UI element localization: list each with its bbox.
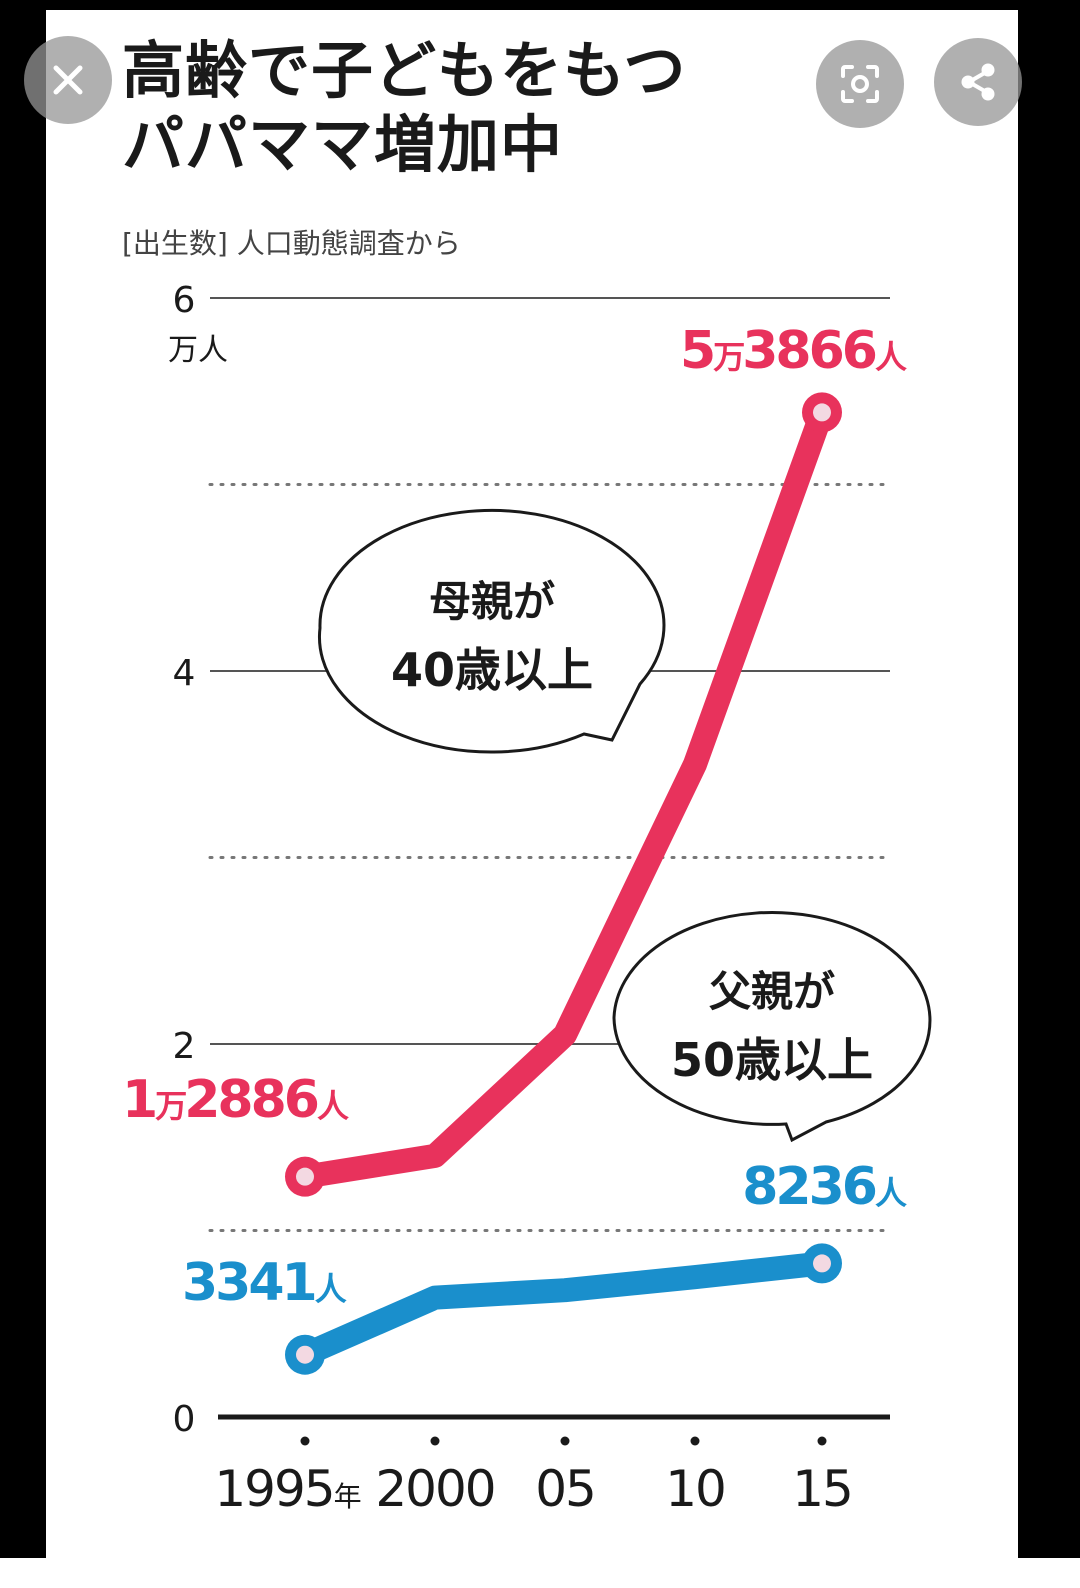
y-axis-unit: 万人 [168,333,228,368]
series-line-father [293,1251,834,1367]
chart-subtitle: [出生数] 人口動態調査から [122,227,461,260]
data-point-marker-center [813,1254,831,1273]
x-tick-dot [690,1436,700,1446]
share-button[interactable] [934,38,1022,126]
father-end-label: 8236人 [742,1157,907,1217]
father-callout-line-2: 50歳以上 [671,1033,873,1087]
chart-title: 高齢で子どもをもつ パパママ増加中 [122,34,687,182]
father-callout-bubble [612,911,932,1143]
visual-search-button[interactable] [816,40,904,128]
data-point-marker-center [296,1345,314,1364]
x-tick-dot [300,1436,310,1446]
x-tick-dot [430,1436,440,1446]
close-icon [53,65,83,95]
x-tick-label: 05 [535,1460,595,1518]
series-line-mother [293,400,834,1189]
father-start-label: 3341人 [182,1253,347,1313]
mother-callout-bubble [317,508,666,754]
y-tick-label: 6 [173,280,196,321]
x-tick-label: 15 [792,1460,852,1518]
data-point-marker-center [296,1167,314,1186]
mother-end-label: 5万3866人 [680,321,907,381]
y-tick-label: 2 [173,1026,196,1067]
title-line-1: 高齢で子どもをもつ [122,34,687,107]
x-tick-label: 1995年 [214,1460,360,1518]
y-tick-label: 4 [173,653,196,694]
title-line-2: パパママ増加中 [122,108,564,181]
lens-icon [841,65,879,103]
mother-callout-line-2: 40歳以上 [391,643,593,697]
x-tick-dot [560,1436,570,1446]
x-tick-label: 10 [665,1460,725,1518]
x-tick-label: 2000 [375,1460,494,1518]
y-tick-label: 0 [173,1399,196,1440]
mother-start-label: 1万2886人 [122,1070,349,1130]
bottom-bar [0,1558,1080,1588]
mother-callout-line-1: 母親が [429,577,555,626]
x-tick-dot [817,1436,827,1446]
father-callout-line-1: 父親が [709,967,835,1016]
close-button[interactable] [24,36,112,124]
share-icon [961,63,995,101]
data-point-marker-center [813,403,831,422]
